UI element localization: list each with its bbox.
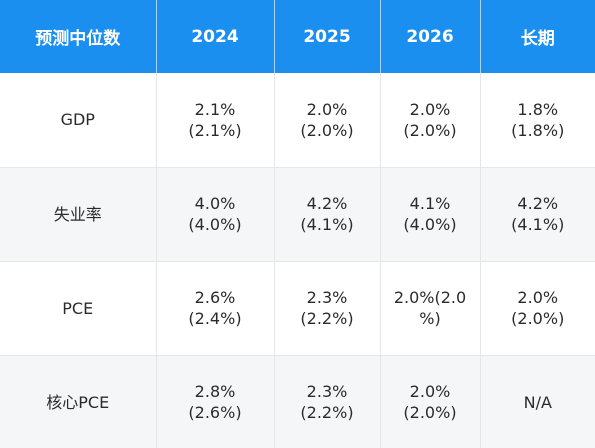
cell-value: 2.3% <box>306 288 348 307</box>
header-2025: 2025 <box>274 0 381 73</box>
cell-prior: (2.1%) <box>188 120 242 140</box>
cell-2026: 2.0% (2.0%) <box>380 355 481 448</box>
cell-value: 2.0% <box>409 382 451 402</box>
cell-value: 2.6% <box>194 288 236 307</box>
header-2026: 2026 <box>380 0 481 73</box>
cell-2026: 2.0%(2.0 %) <box>380 261 481 356</box>
cell-prior: (4.1%) <box>511 215 565 234</box>
cell-2025: 2.0% (2.0%) <box>274 73 381 168</box>
table-row-pce: PCE 2.6% (2.4%) 2.3% (2.2%) 2.0%(2.0 %) … <box>0 261 595 356</box>
cell-value: 2.0%(2.0 <box>393 288 467 307</box>
cell-prior: (2.2%) <box>300 309 354 328</box>
cell-value: 4.2% <box>306 194 348 213</box>
row-label: GDP <box>0 73 157 168</box>
cell-value: N/A <box>523 392 552 412</box>
cell-2025: 2.3% (2.2%) <box>274 261 381 356</box>
cell-long-term: N/A <box>480 355 595 448</box>
header-metric: 预测中位数 <box>0 0 157 73</box>
cell-prior: (2.2%) <box>300 403 354 423</box>
header-row: 预测中位数 2024 2025 2026 长期 <box>0 0 595 73</box>
cell-value: 2.0% <box>409 99 451 119</box>
table-row-core-pce: 核心PCE 2.8% (2.6%) 2.3% (2.2%) 2.0% (2.0%… <box>0 355 595 448</box>
cell-value: 4.2% <box>517 194 559 213</box>
cell-value: 4.0% <box>194 194 236 213</box>
cell-2024: 2.8% (2.6%) <box>156 355 275 448</box>
cell-prior: (4.0%) <box>403 215 457 234</box>
cell-2024: 2.6% (2.4%) <box>156 261 275 356</box>
cell-value: 2.3% <box>306 382 348 402</box>
cell-prior: (2.0%) <box>300 120 354 140</box>
cell-prior: (2.6%) <box>188 403 242 423</box>
cell-prior: (1.8%) <box>511 120 565 140</box>
cell-value: 1.8% <box>517 99 559 119</box>
cell-long-term: 4.2% (4.1%) <box>480 167 595 262</box>
cell-value: 2.8% <box>194 382 236 402</box>
table-row-unemployment: 失业率 4.0% (4.0%) 4.2% (4.1%) 4.1% (4.0%) … <box>0 167 595 262</box>
cell-2026: 2.0% (2.0%) <box>380 73 481 168</box>
cell-2024: 4.0% (4.0%) <box>156 167 275 262</box>
cell-2025: 4.2% (4.1%) <box>274 167 381 262</box>
cell-value: 2.0% <box>517 288 559 307</box>
cell-2024: 2.1% (2.1%) <box>156 73 275 168</box>
row-label: PCE <box>0 261 157 356</box>
cell-prior: (2.0%) <box>403 403 457 423</box>
cell-2026: 4.1% (4.0%) <box>380 167 481 262</box>
cell-prior: (4.0%) <box>188 215 242 234</box>
cell-prior: (2.0%) <box>511 309 565 328</box>
header-long-term: 长期 <box>480 0 595 73</box>
header-2024: 2024 <box>156 0 275 73</box>
cell-value: 2.0% <box>306 99 348 119</box>
cell-prior: (4.1%) <box>300 215 354 234</box>
cell-value: 2.1% <box>194 99 236 119</box>
row-label: 核心PCE <box>0 355 157 448</box>
cell-prior: %) <box>419 309 441 328</box>
table-row-gdp: GDP 2.1% (2.1%) 2.0% (2.0%) 2.0% (2.0%) … <box>0 73 595 168</box>
cell-long-term: 1.8% (1.8%) <box>480 73 595 168</box>
cell-prior: (2.0%) <box>403 120 457 140</box>
row-label: 失业率 <box>0 167 157 262</box>
cell-2025: 2.3% (2.2%) <box>274 355 381 448</box>
cell-long-term: 2.0% (2.0%) <box>480 261 595 356</box>
cell-prior: (2.4%) <box>188 309 242 328</box>
cell-value: 4.1% <box>409 194 451 213</box>
